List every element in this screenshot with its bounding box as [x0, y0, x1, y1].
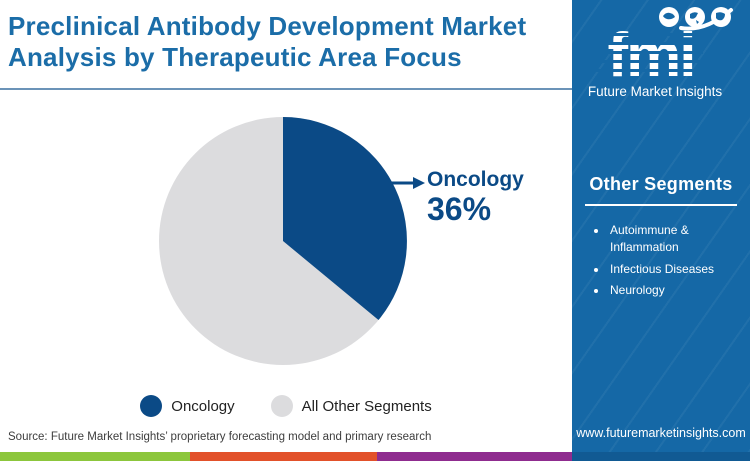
footer-bar-segment-navy	[572, 452, 750, 461]
legend-swatch-oncology-icon	[140, 395, 163, 417]
footer-bar-segment-purple	[377, 452, 572, 461]
legend-label: All Other Segments	[301, 397, 432, 415]
footer-color-bar	[0, 452, 750, 461]
logo-tagline: Future Market Insights	[588, 84, 723, 99]
website-link[interactable]: www.futuremarketinsights.com	[576, 426, 746, 440]
other-segments-heading: Other Segments	[589, 174, 733, 194]
legend-swatch-other-icon	[270, 395, 293, 417]
fmi-logo-icon: fmi	[588, 7, 733, 99]
pie-chart	[159, 117, 407, 365]
brand-logo: fmi	[572, 6, 750, 100]
sidebar: fmi	[572, 0, 750, 452]
main-content: Preclinical Antibody Development Market …	[0, 0, 572, 443]
globe-icons	[659, 7, 731, 27]
legend-item-oncology: Oncology	[140, 395, 235, 417]
footer-bar-segment-orange	[190, 452, 377, 461]
callout-arrow-icon	[385, 177, 425, 189]
logo-stripes	[593, 33, 703, 72]
list-item: Infectious Diseases	[608, 261, 740, 278]
list-item: Autoimmune & Inflammation	[608, 222, 740, 256]
header-divider	[0, 88, 572, 90]
legend-item-other: All Other Segments	[270, 395, 432, 417]
pie-slice-oncology	[283, 117, 407, 320]
source-note: Source: Future Market Insights’ propriet…	[8, 431, 432, 443]
logo-monogram: fmi	[608, 21, 695, 90]
pie-callout: Oncology 36%	[427, 168, 524, 228]
legend-label: Oncology	[171, 397, 235, 415]
chart-legend: Oncology All Other Segments	[0, 395, 572, 417]
header: Preclinical Antibody Development Market …	[0, 0, 572, 73]
other-segments-panel: Other Segments Autoimmune & Inflammation…	[572, 174, 750, 299]
callout-label: Oncology	[427, 168, 524, 191]
footer-bar-segment-green	[0, 452, 190, 461]
list-item: Neurology	[608, 282, 740, 299]
page-title: Preclinical Antibody Development Market …	[8, 11, 527, 73]
callout-value: 36%	[427, 191, 492, 228]
other-segments-list: Autoimmune & Inflammation Infectious Dis…	[608, 222, 740, 299]
heading-underline	[585, 204, 737, 206]
